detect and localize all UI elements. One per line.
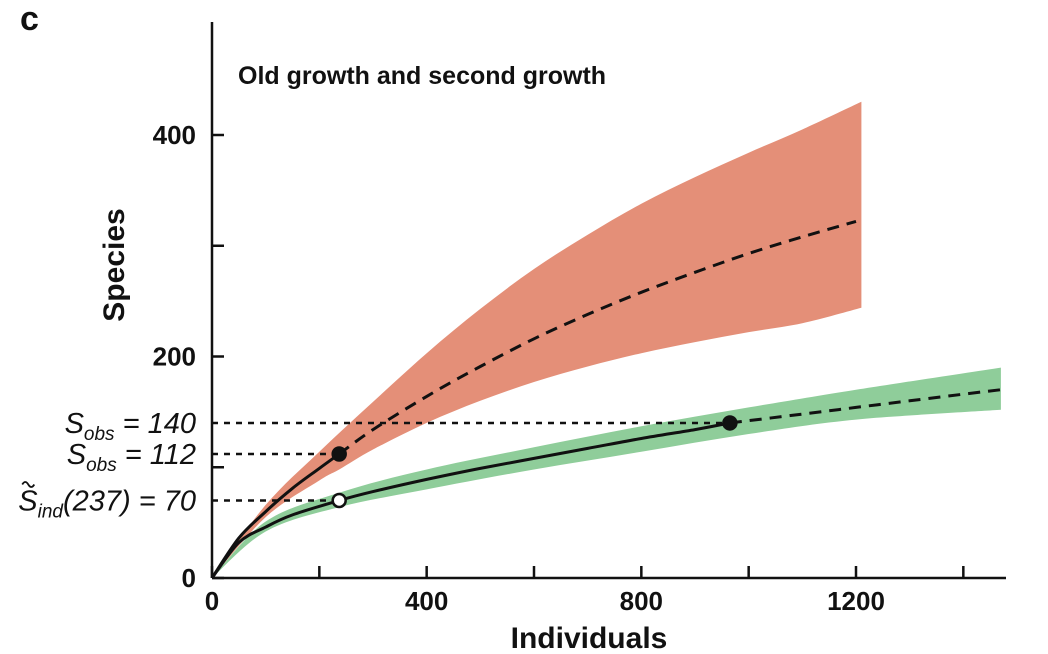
interpolated-point-3: [331, 492, 347, 509]
x-axis-title: Individuals: [511, 622, 668, 654]
interpolated-curve-1: [210, 452, 341, 579]
observed-point-1: [331, 446, 347, 462]
x-tick-label-0: 0: [205, 586, 219, 616]
panel-label: c: [20, 0, 39, 38]
axes: [210, 22, 1006, 580]
extrapolated-curve-2: [729, 388, 1002, 425]
x-tick-label-400: 400: [405, 586, 448, 616]
observation-markers: [331, 415, 738, 509]
y-tick-label-0: 0: [182, 563, 196, 593]
chart-subtitle: Old growth and second growth: [238, 62, 606, 90]
annotation-1: Sobs = 140: [65, 408, 196, 445]
confidence-bands: [212, 101, 1001, 579]
confidence-band-2: [212, 367, 1001, 578]
reference-lines: [212, 421, 730, 502]
y-tick-label-400: 400: [153, 120, 196, 150]
interpolated-curve-2: [210, 421, 731, 579]
rarefaction-curves: [210, 219, 1002, 579]
x-tick-label-1200: 1200: [827, 586, 885, 616]
axis-ticks: 0 400 800 1200 0 200 400: [153, 120, 965, 616]
y-tick-label-200: 200: [153, 342, 196, 372]
annotation-3: Sind(237) = 70: [18, 485, 196, 522]
observed-point-2: [722, 415, 738, 431]
y-axis-title: Species: [98, 208, 131, 321]
extrapolated-curve-1: [338, 219, 857, 456]
annotation-2: Sobs = 112: [67, 439, 196, 476]
tilde-mark: [21, 481, 36, 488]
confidence-band-1: [212, 101, 862, 579]
x-tick-label-800: 800: [620, 586, 663, 616]
